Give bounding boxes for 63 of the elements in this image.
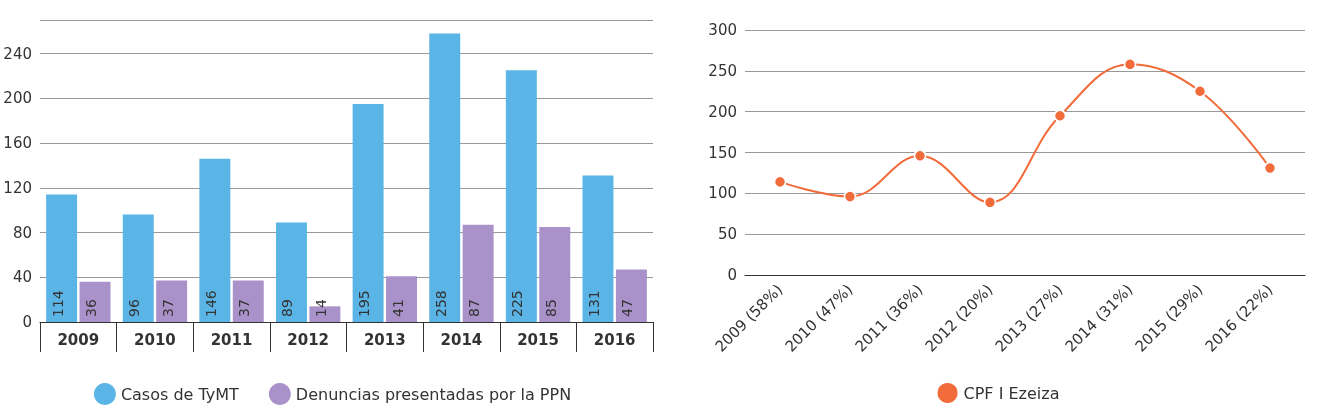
y-tick-label: 200 [3, 89, 32, 108]
y-tick-label: 300 [708, 21, 737, 39]
data-label: 96 [126, 299, 143, 317]
data-label: 36 [83, 299, 100, 317]
point [983, 196, 997, 209]
y-tick-label: 160 [3, 134, 32, 153]
y-tick-label: 80 [12, 223, 32, 242]
point [1123, 58, 1137, 71]
x-tick-label: 2009 [57, 330, 100, 349]
data-label: 89 [279, 299, 296, 317]
x-tick-label: 2014 [440, 330, 483, 349]
data-label: 14 [312, 299, 329, 317]
y-tick-label: 100 [708, 184, 737, 203]
bar [199, 158, 231, 322]
bar [352, 103, 384, 322]
y-tick-label: 240 [3, 44, 32, 63]
x-tick-label: 2013 [363, 330, 406, 349]
bar [122, 214, 154, 322]
bar [156, 280, 188, 322]
data-label: 37 [236, 299, 253, 317]
bar [505, 70, 537, 322]
x-tick-label: 2012 [287, 330, 330, 349]
bar [539, 226, 571, 322]
point [773, 175, 787, 189]
legend-label: Casos de TyMT [120, 384, 240, 404]
legend-label: Denuncias presentadas por la PPN [295, 384, 572, 404]
point [1263, 161, 1277, 175]
y-tick-label: 0 [727, 266, 737, 284]
bar [582, 175, 614, 322]
x-tick-label: 2016 [593, 330, 636, 349]
point [843, 190, 857, 203]
bar [232, 280, 264, 322]
y-tick-label: 40 [12, 268, 32, 287]
data-label: 258 [432, 290, 449, 317]
point [913, 149, 927, 163]
data-label: 146 [202, 290, 219, 317]
y-tick-label: 120 [3, 178, 32, 197]
data-label: 85 [542, 299, 559, 317]
bar [462, 224, 494, 322]
data-label: 225 [509, 290, 526, 317]
y-tick-label: 50 [717, 225, 737, 244]
y-tick-label: 250 [708, 61, 737, 80]
data-label: 114 [49, 290, 66, 317]
y-tick-label: 200 [708, 102, 737, 121]
bar [276, 222, 307, 322]
y-tick-label: 0 [22, 313, 32, 331]
x-tick-label: 2015 [517, 330, 559, 349]
y-tick-label: 150 [708, 143, 737, 162]
point [1193, 85, 1207, 98]
bar [429, 33, 461, 322]
data-label: 41 [389, 299, 406, 317]
data-label: 131 [585, 290, 602, 317]
bar [46, 194, 78, 322]
data-label: 47 [619, 299, 636, 317]
point [1053, 109, 1067, 122]
bar [615, 269, 647, 322]
data-label: 37 [159, 299, 176, 317]
legend-label: CPF I Ezeiza [963, 383, 1060, 403]
data-label: 87 [466, 299, 483, 317]
bar [386, 276, 417, 322]
x-tick-label: 2010 [134, 330, 176, 349]
data-label: 195 [356, 290, 373, 317]
x-tick-label: 2011 [210, 330, 253, 349]
